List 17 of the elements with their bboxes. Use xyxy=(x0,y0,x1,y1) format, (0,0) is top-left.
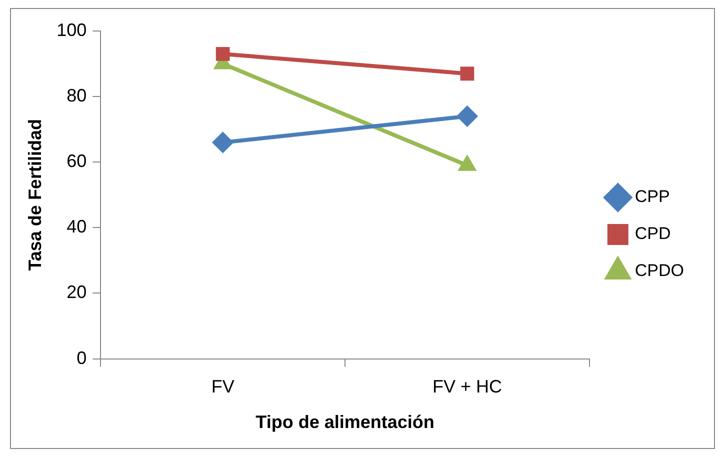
point xyxy=(212,132,233,152)
legend-label: CPP xyxy=(634,187,670,206)
legend-label: CPD xyxy=(634,224,671,244)
y-tick-label: 60 xyxy=(66,151,87,172)
y-tick-label: 80 xyxy=(66,86,87,106)
y-tick-label: 20 xyxy=(66,282,87,302)
point xyxy=(460,66,474,81)
legend-label: CPDO xyxy=(634,261,684,280)
x-axis-title: Tipo de alimentación xyxy=(256,412,434,432)
x-tick-label: FV + HC xyxy=(432,376,502,397)
y-axis-title: Tasa de Fertilidad xyxy=(24,119,45,271)
point xyxy=(216,46,230,61)
y-tick-label: 100 xyxy=(56,20,87,40)
y-tick-label: 40 xyxy=(66,216,87,237)
y-tick-label: 0 xyxy=(76,348,87,368)
x-tick-label: FV xyxy=(211,376,234,397)
point xyxy=(457,106,478,126)
